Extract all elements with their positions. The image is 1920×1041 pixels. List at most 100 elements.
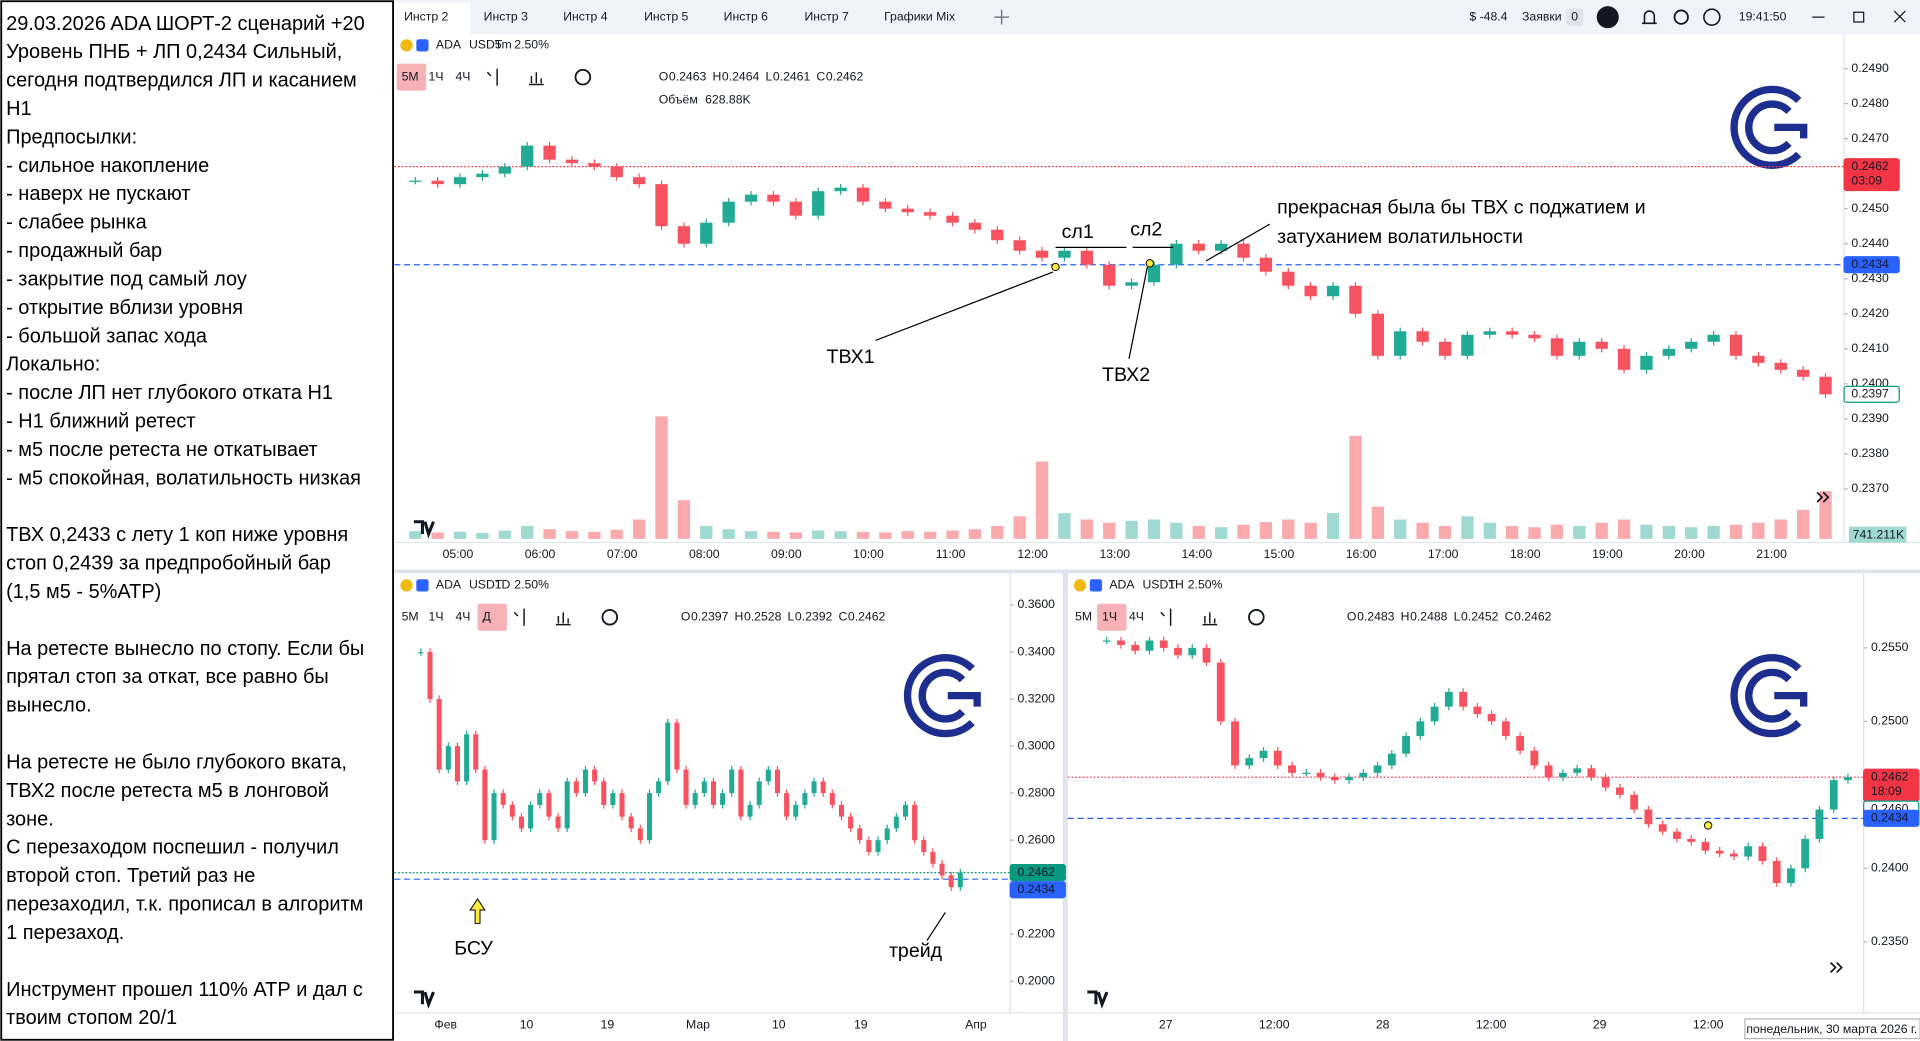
time-tick-label: 09:00: [771, 547, 802, 561]
volume-tag: [1848, 526, 1907, 543]
price-tick-label: 0.2000: [1018, 973, 1056, 987]
note-line: стоп 0,2439 за предпробойный бар: [6, 553, 331, 575]
time-tick-label: 12:00: [1017, 547, 1048, 561]
price-tick-label: 0.2420: [1851, 306, 1889, 320]
candle: [588, 163, 601, 167]
volume-bar: [1416, 522, 1429, 539]
interval-button[interactable]: Д: [482, 609, 491, 623]
volume-bar: [1080, 519, 1093, 539]
scroll-button[interactable]: [1830, 962, 1843, 974]
candle: [710, 781, 716, 805]
logo: [903, 654, 981, 738]
candle: [1416, 331, 1429, 342]
tab[interactable]: Инстр 5: [644, 9, 688, 23]
candle: [418, 652, 424, 654]
interval-button[interactable]: 5М: [1075, 609, 1092, 623]
date-box: [1744, 1018, 1920, 1040]
settings-icon[interactable]: [1248, 608, 1265, 626]
candle: [1159, 640, 1168, 648]
orders[interactable]: Заявки: [1522, 9, 1562, 23]
logo: [1730, 654, 1808, 738]
interval-button[interactable]: 5М: [402, 609, 419, 623]
price-tick-label: 0.3200: [1018, 691, 1056, 705]
tab-bar: [394, 0, 1920, 35]
ohlc-key: H: [712, 69, 721, 83]
candle: [700, 222, 713, 244]
candle: [729, 769, 735, 794]
time-tick-label: 29: [1593, 1017, 1607, 1031]
scroll-button[interactable]: [1816, 491, 1830, 503]
ohlc-key: O: [1347, 609, 1357, 623]
candle: [1345, 777, 1353, 781]
candle: [1192, 243, 1205, 251]
volume-bar: [789, 532, 802, 539]
candle: [722, 201, 735, 223]
settings-icon[interactable]: [601, 608, 619, 626]
tab[interactable]: Инстр 3: [484, 9, 528, 23]
volume-bar: [1438, 525, 1452, 539]
price-tag-label: 0.2434: [1871, 811, 1909, 825]
settings-icon[interactable]: [574, 68, 592, 86]
candle: [1349, 285, 1362, 314]
ohlc-key: O: [681, 609, 691, 623]
time-tick-label: 11:00: [936, 547, 966, 561]
price-tag-label: 0.2462: [1871, 769, 1909, 783]
candle: [1035, 250, 1049, 258]
note-line: сегодня подтвердился ЛП и касанием: [6, 70, 357, 92]
ohlc-key: H: [735, 609, 744, 623]
note-line: 1 перезаход.: [6, 922, 124, 944]
bell-icon: [1642, 10, 1657, 25]
entry-marker: [1704, 821, 1713, 830]
interval-button[interactable]: 5М: [402, 69, 419, 83]
clock: 19:41:50: [1739, 9, 1787, 23]
candle: [1819, 376, 1832, 395]
interval-button[interactable]: 4Ч: [1129, 609, 1144, 623]
candle: [546, 793, 552, 817]
annotation: ТВХ2: [1102, 364, 1150, 386]
candle: [1685, 341, 1698, 349]
note-line: На ретесте вынесло по стопу. Если бы: [6, 638, 364, 660]
candle: [453, 177, 467, 185]
volume-bar: [1707, 525, 1720, 539]
time-tick-label: 10: [520, 1017, 534, 1031]
time-tick-label: 17:00: [1428, 547, 1459, 561]
candle: [1102, 640, 1111, 642]
interval-button[interactable]: 4Ч: [456, 69, 471, 83]
candle: [1188, 647, 1197, 656]
note-line: - Н1 ближний ретест: [6, 411, 195, 433]
volume-bar: [1326, 513, 1340, 539]
interval-button[interactable]: 1Ч: [429, 69, 444, 83]
ohlc-value: 0.2464: [722, 69, 760, 83]
price-tick-label: 0.2500: [1871, 714, 1909, 728]
candle: [1394, 331, 1407, 356]
tab[interactable]: Инстр 4: [563, 9, 607, 23]
tab[interactable]: Инстр 6: [724, 9, 768, 23]
volume-bar: [476, 533, 489, 539]
time-tick-label: 14:00: [1182, 547, 1213, 561]
tab[interactable]: Инстр 7: [804, 9, 848, 23]
candle: [1058, 250, 1071, 258]
candle: [1216, 662, 1225, 722]
volume-bar: [946, 530, 959, 539]
tab[interactable]: Графики Mix: [884, 9, 955, 23]
notes-panel: [0, 0, 394, 1041]
volume-bar: [1819, 491, 1832, 539]
candle: [1505, 331, 1519, 335]
candle: [1701, 841, 1710, 851]
interval-button[interactable]: 1Ч: [1102, 609, 1117, 623]
candle: [1644, 809, 1653, 825]
candle: [857, 828, 863, 841]
volume-bar: [700, 525, 713, 539]
volume-bar: [1685, 527, 1698, 539]
tab[interactable]: Инстр 2: [404, 9, 448, 23]
interval-button[interactable]: 1Ч: [429, 609, 444, 623]
candle: [1145, 640, 1154, 651]
volume-bar: [879, 532, 892, 539]
price-tag-label: 0.2434: [1018, 882, 1056, 896]
candle: [923, 212, 937, 216]
candle: [1237, 243, 1250, 258]
candle: [1844, 777, 1852, 781]
interval-button[interactable]: 4Ч: [456, 609, 471, 623]
candle: [1687, 838, 1696, 842]
price-tag: [1843, 256, 1900, 274]
